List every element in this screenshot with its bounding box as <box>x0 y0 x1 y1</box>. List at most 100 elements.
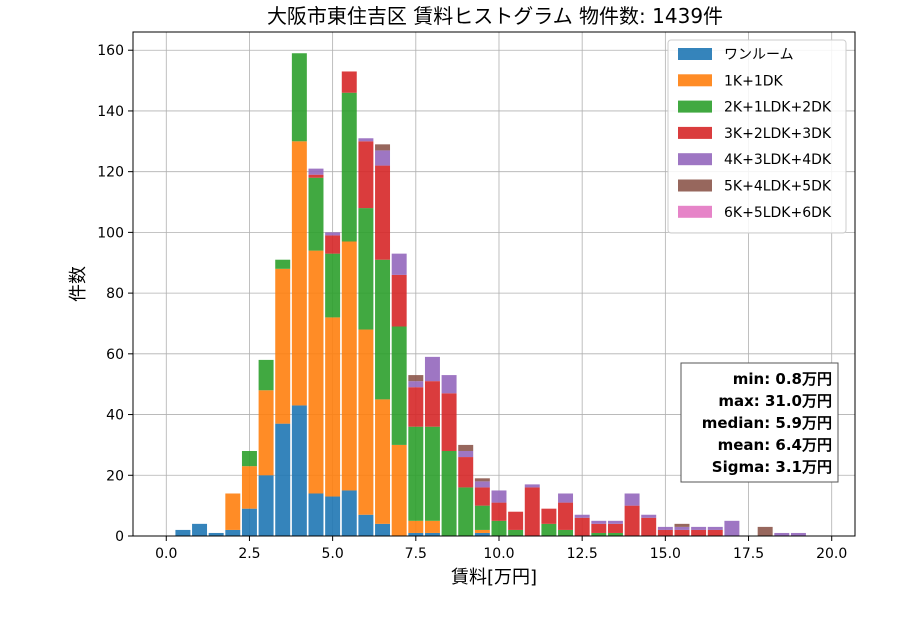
bar-segment <box>757 526 773 536</box>
bar-segment <box>424 532 440 536</box>
legend-swatch <box>678 74 712 87</box>
bar-segment <box>341 490 357 536</box>
y-tick-label: 100 <box>97 225 124 241</box>
bars <box>175 53 806 536</box>
bar-segment <box>724 520 740 536</box>
legend-label: 1K+1DK <box>724 73 784 89</box>
bar-segment <box>325 232 341 236</box>
bar-segment <box>325 317 341 497</box>
bar-segment <box>358 138 374 142</box>
bar-segment <box>308 250 324 494</box>
bar-segment <box>474 532 490 536</box>
stats-line: Sigma: 3.1万円 <box>712 458 832 476</box>
bar-segment <box>225 529 241 536</box>
bar-segment <box>358 329 374 515</box>
bar-segment <box>192 523 208 536</box>
bar-segment <box>624 493 640 506</box>
bar-segment <box>458 457 474 488</box>
bar-segment <box>325 235 341 254</box>
bar-segment <box>258 390 274 476</box>
bar-segment <box>591 520 607 524</box>
bar-segment <box>558 529 574 536</box>
bar-segment <box>175 529 191 536</box>
bar-segment <box>474 478 490 482</box>
bar-segment <box>408 520 424 533</box>
x-tick-label: 5.0 <box>321 546 343 562</box>
legend-label: ワンルーム <box>724 47 794 63</box>
bar-segment <box>524 484 540 488</box>
bar-segment <box>308 174 324 178</box>
bar-segment <box>375 165 391 260</box>
bar-segment <box>774 532 790 536</box>
bar-segment <box>358 208 374 330</box>
bar-segment <box>275 423 291 536</box>
bar-segment <box>691 529 707 536</box>
bar-segment <box>391 444 407 536</box>
y-tick-label: 60 <box>106 347 124 363</box>
bar-segment <box>607 532 623 536</box>
bar-segment <box>391 326 407 445</box>
bar-segment <box>574 517 590 536</box>
bar-segment <box>591 532 607 536</box>
bar-segment <box>258 475 274 536</box>
y-axis-label: 件数 <box>68 266 89 302</box>
bar-segment <box>574 514 590 518</box>
bar-segment <box>441 375 457 394</box>
legend-frame <box>667 39 847 234</box>
bar-segment <box>325 496 341 536</box>
bar-segment <box>375 523 391 536</box>
bar-segment <box>358 141 374 209</box>
y-tick-label: 160 <box>97 43 124 59</box>
bar-segment <box>491 520 507 536</box>
bar-segment <box>225 493 241 530</box>
bar-segment <box>258 359 274 391</box>
y-tick-label: 20 <box>106 468 124 484</box>
bar-segment <box>691 526 707 530</box>
y-tick-label: 120 <box>97 165 124 181</box>
legend-label: 2K+1LDK+2DK <box>724 100 832 116</box>
bar-segment <box>541 523 557 536</box>
bar-segment <box>591 523 607 533</box>
bar-segment <box>341 71 357 93</box>
legend-swatch <box>678 48 712 60</box>
y-tick-label: 140 <box>97 104 124 120</box>
bar-segment <box>408 426 424 521</box>
bar-segment <box>408 532 424 536</box>
bar-segment <box>291 405 307 536</box>
bar-segment <box>474 487 490 506</box>
legend-swatch <box>678 153 712 166</box>
plot-frame <box>132 31 856 537</box>
bar-segment <box>408 381 424 388</box>
bar-segment <box>291 141 307 406</box>
axis-ticks: 0.0 2.5 5.0 7.5 10.0 12.5 15.0 17.5 20.0 0 20 40 60 8… <box>97 43 847 562</box>
bar-segment <box>441 450 457 536</box>
bar-segment <box>474 529 490 533</box>
bar-segment <box>275 259 291 269</box>
chart-title: 大阪市東住吉区 賃料ヒストグラム 物件数: 1439件 <box>267 4 723 28</box>
y-tick-label: 40 <box>106 408 124 424</box>
y-tick-label: 80 <box>106 286 124 302</box>
bar-segment <box>308 177 324 251</box>
bar-segment <box>458 487 474 536</box>
stats-box: min: 0.8万円 max: 31.0万円 median: 5.9万円 mean: … <box>680 362 839 483</box>
x-tick-label: 10.0 <box>483 546 514 562</box>
bar-segment <box>558 502 574 530</box>
bar-segment <box>491 490 507 503</box>
x-tick-label: 0.0 <box>155 546 177 562</box>
bar-segment <box>558 493 574 503</box>
stats-line: mean: 6.4万円 <box>718 436 832 454</box>
bar-segment <box>674 523 690 527</box>
bar-segment <box>441 393 457 451</box>
bar-segment <box>524 487 540 536</box>
bar-segment <box>308 493 324 536</box>
y-tick-label: 0 <box>115 529 124 545</box>
x-tick-label: 15.0 <box>650 546 681 562</box>
bar-segment <box>790 532 806 536</box>
bar-segment <box>375 150 391 166</box>
x-tick-label: 20.0 <box>816 546 847 562</box>
x-tick-label: 12.5 <box>567 546 598 562</box>
bar-segment <box>391 253 407 275</box>
bar-segment <box>491 502 507 521</box>
